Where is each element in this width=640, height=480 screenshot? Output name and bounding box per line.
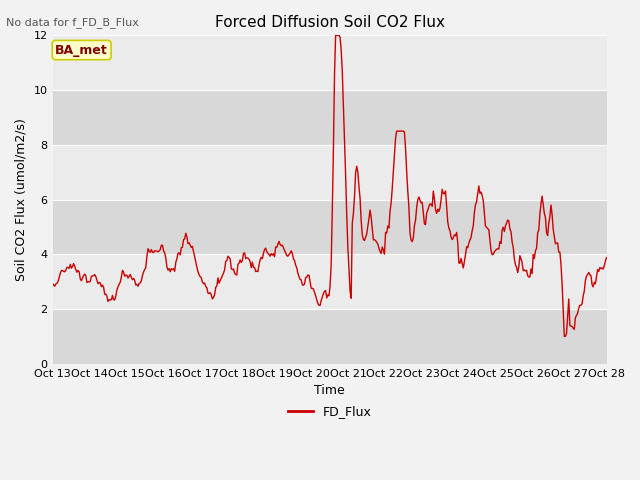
Bar (52, 200, 607, 254)
Text: No data for f_FD_B_Flux: No data for f_FD_B_Flux (6, 17, 140, 28)
Title: Forced Diffusion Soil CO2 Flux: Forced Diffusion Soil CO2 Flux (214, 15, 445, 30)
Bar (52, 36, 607, 90)
Bar (52, 309, 607, 364)
Legend: FD_Flux: FD_Flux (283, 400, 376, 423)
X-axis label: Time: Time (314, 384, 345, 397)
Bar (52, 254, 607, 309)
Y-axis label: Soil CO2 Flux (umol/m2/s): Soil CO2 Flux (umol/m2/s) (15, 118, 28, 281)
Bar (52, 145, 607, 200)
Text: BA_met: BA_met (55, 44, 108, 57)
Bar (52, 90, 607, 145)
